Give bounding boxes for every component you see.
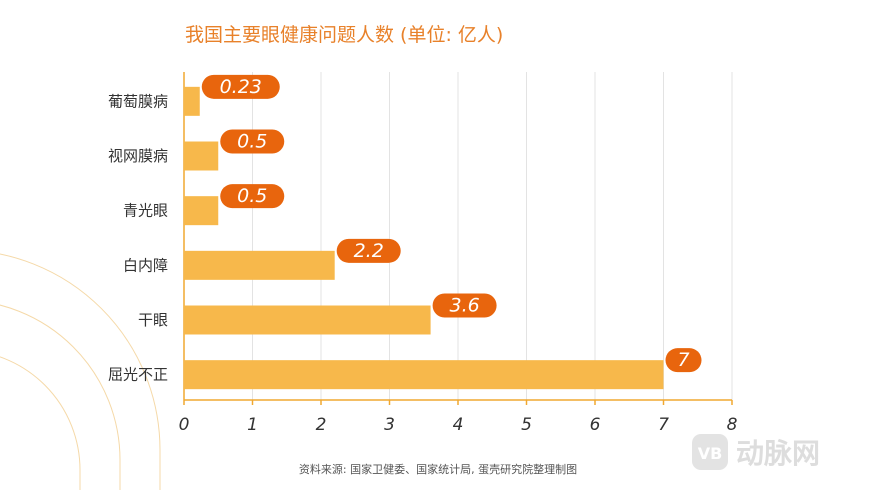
value-label: 0.5 xyxy=(237,185,267,207)
bar xyxy=(184,305,431,335)
x-tick-label: 6 xyxy=(590,415,601,435)
value-label-bg xyxy=(432,293,497,318)
value-label-bg xyxy=(336,238,401,263)
chart-title: 我国主要眼健康问题人数 (单位: 亿人) xyxy=(185,24,504,46)
x-tick-label: 1 xyxy=(247,415,258,435)
x-tick-label: 8 xyxy=(727,415,738,435)
value-label: 7 xyxy=(677,349,689,371)
watermark-text: 动脉网 xyxy=(736,437,820,470)
y-tick-label: 白内障 xyxy=(123,256,168,274)
value-label-bg xyxy=(220,184,285,209)
bar-chart: 0 1 2 3 4 5 6 7 8 葡萄膜病 0.23 视网膜病 0.5 青光眼 0.5 白内障 2.2 干眼 3.… xyxy=(108,72,738,435)
y-tick-label: 干眼 xyxy=(138,311,168,329)
value-label: 0.5 xyxy=(237,131,267,153)
x-tick-label: 0 xyxy=(179,415,190,435)
bar xyxy=(184,250,335,280)
bar xyxy=(184,196,219,226)
y-tick-label: 视网膜病 xyxy=(108,147,168,165)
x-tick-label: 2 xyxy=(316,415,327,435)
bar xyxy=(184,141,219,171)
x-tick-label: 3 xyxy=(384,415,395,435)
watermark-logo: VB 动脉网 xyxy=(692,434,820,470)
source-note: 资料来源: 国家卫健委、国家统计局, 蛋壳研究院整理制图 xyxy=(298,463,578,476)
x-tick-label: 5 xyxy=(521,415,532,435)
x-tick-label: 4 xyxy=(453,415,464,435)
y-tick-label: 屈光不正 xyxy=(108,366,168,384)
x-tick-label: 7 xyxy=(658,415,669,435)
value-label-bg xyxy=(665,348,702,373)
bar xyxy=(184,86,200,116)
value-label-bg xyxy=(220,129,285,154)
svg-text:VB: VB xyxy=(698,444,723,463)
y-tick-label: 青光眼 xyxy=(123,202,168,220)
value-label: 0.23 xyxy=(220,76,262,98)
value-label-bg xyxy=(201,74,280,99)
value-label: 2.2 xyxy=(354,240,384,262)
value-label: 3.6 xyxy=(449,295,479,317)
y-tick-label: 葡萄膜病 xyxy=(108,92,168,110)
bar xyxy=(184,360,664,390)
